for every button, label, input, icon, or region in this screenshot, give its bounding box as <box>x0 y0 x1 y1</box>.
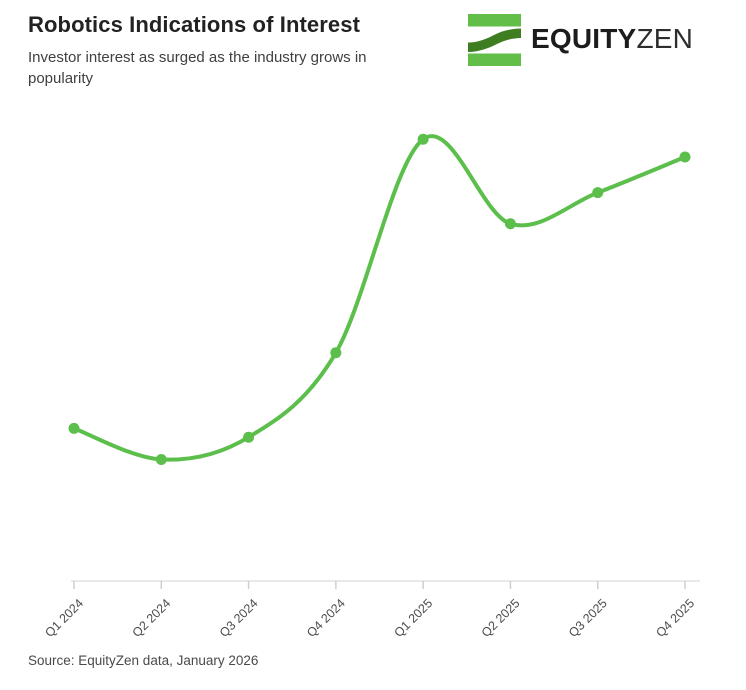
data-point <box>330 347 342 359</box>
x-axis-label: Q2 2025 <box>479 596 523 640</box>
data-point <box>592 187 604 199</box>
data-point <box>155 453 167 465</box>
x-axis-label: Q3 2024 <box>217 596 261 640</box>
page-subtitle: Investor interest as surged as the indus… <box>28 49 367 88</box>
data-point <box>679 151 691 163</box>
data-point <box>504 218 516 230</box>
x-axis-label: Q1 2025 <box>391 596 435 640</box>
chart-header: Robotics Indications of Interest Investo… <box>28 12 428 90</box>
x-axis-label: Q3 2025 <box>566 596 610 640</box>
x-axis-label: Q1 2024 <box>42 596 86 640</box>
x-axis-label: Q4 2024 <box>304 596 348 640</box>
data-point <box>243 431 255 443</box>
data-point <box>417 133 429 145</box>
series-line <box>72 134 687 462</box>
logo-text-zen: ZEN <box>636 22 694 54</box>
page-title: Robotics Indications of Interest <box>28 12 361 37</box>
x-axis-label: Q2 2024 <box>130 596 174 640</box>
x-axis-label: Q4 2025 <box>653 596 697 640</box>
equityzen-logo-text: EQUITYZEN <box>531 23 693 55</box>
source-note: Source: EquityZen data, January 2026 <box>28 653 259 668</box>
logo-text-equity: EQUITY <box>531 22 637 54</box>
equityzen-logo: EQUITYZEN <box>467 11 693 66</box>
data-point <box>68 422 80 434</box>
equityzen-logo-icon <box>468 14 521 66</box>
